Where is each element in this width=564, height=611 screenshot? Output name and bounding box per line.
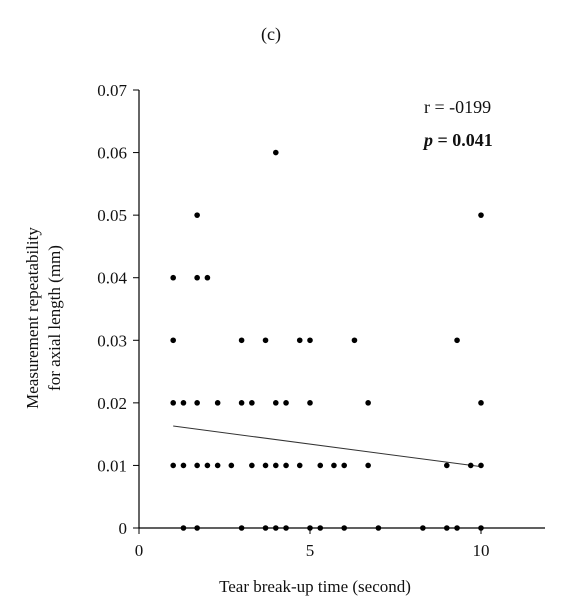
- data-point: [365, 462, 371, 469]
- data-point: [341, 462, 348, 469]
- data-point: [170, 462, 176, 469]
- x-ticks: 0 5 10: [135, 528, 490, 560]
- data-point: [204, 462, 211, 469]
- p-label: p: [422, 130, 433, 150]
- y-axis-title-line-2: for axial length (mm): [45, 245, 64, 391]
- data-point: [365, 400, 371, 406]
- trend-line: [173, 425, 482, 468]
- data-point: [170, 274, 176, 281]
- y-tick-label: 0.02: [97, 394, 127, 413]
- data-point: [478, 462, 484, 469]
- data-point: [341, 525, 348, 531]
- y-tick-label: 0.05: [97, 206, 127, 225]
- data-point: [273, 149, 279, 156]
- data-point: [262, 337, 269, 344]
- data-point: [273, 525, 279, 531]
- y-tick-label: 0.06: [97, 144, 127, 163]
- y-ticks: 0 0.01 0.02 0.03 0.04 0.05 0.06 0.07: [97, 81, 139, 538]
- data-point: [307, 337, 313, 344]
- data-point: [194, 525, 200, 531]
- data-point: [214, 400, 221, 406]
- data-point: [262, 462, 269, 469]
- data-point: [273, 462, 279, 469]
- data-point: [262, 525, 269, 531]
- y-tick-label: 0: [119, 519, 128, 538]
- data-point: [180, 525, 187, 531]
- x-tick-label: 10: [473, 541, 490, 560]
- data-point: [478, 212, 484, 218]
- p-annotation: p = 0.041: [422, 130, 493, 150]
- data-point: [478, 400, 484, 406]
- data-point: [444, 525, 450, 531]
- x-tick-label: 5: [306, 541, 315, 560]
- data-point: [478, 525, 484, 531]
- data-point: [283, 462, 289, 469]
- data-point: [375, 525, 382, 531]
- data-point: [283, 525, 289, 531]
- data-point: [296, 462, 303, 469]
- data-point: [238, 525, 245, 531]
- data-point: [249, 400, 255, 406]
- data-point: [296, 337, 303, 344]
- data-point: [194, 212, 200, 218]
- y-tick-label: 0.01: [97, 456, 127, 475]
- y-axis-title-line-1: Measurement repeatability: [23, 227, 42, 409]
- data-point: [454, 525, 460, 531]
- data-point: [180, 400, 187, 406]
- x-axis-title: Tear break-up time (second): [219, 577, 411, 596]
- data-point: [238, 337, 245, 344]
- r-annotation: r = -0199: [424, 97, 491, 117]
- x-tick-label: 0: [135, 541, 144, 560]
- panel-label: (c): [261, 24, 281, 45]
- data-point: [194, 462, 200, 469]
- y-tick-label: 0.03: [97, 331, 127, 350]
- data-point: [204, 274, 211, 281]
- data-point: [467, 462, 474, 469]
- y-tick-label: 0.07: [97, 81, 127, 100]
- data-point: [307, 400, 313, 406]
- data-point: [331, 462, 337, 469]
- data-point: [307, 525, 313, 531]
- data-point: [170, 337, 176, 344]
- data-point: [228, 462, 235, 469]
- data-point: [283, 400, 289, 406]
- data-point: [194, 400, 200, 406]
- data-point: [444, 462, 450, 469]
- data-point: [170, 400, 176, 406]
- data-point: [317, 462, 324, 469]
- data-point: [351, 337, 358, 344]
- data-point: [249, 462, 255, 469]
- y-tick-label: 0.04: [97, 269, 127, 288]
- data-point: [420, 525, 426, 531]
- data-point: [180, 462, 187, 469]
- p-value: = 0.041: [433, 130, 493, 150]
- data-point: [214, 462, 221, 469]
- data-point: [273, 400, 279, 406]
- data-point: [317, 525, 324, 531]
- data-point: [194, 274, 200, 281]
- data-points: [170, 149, 484, 531]
- data-point: [454, 337, 460, 344]
- data-point: [238, 400, 245, 406]
